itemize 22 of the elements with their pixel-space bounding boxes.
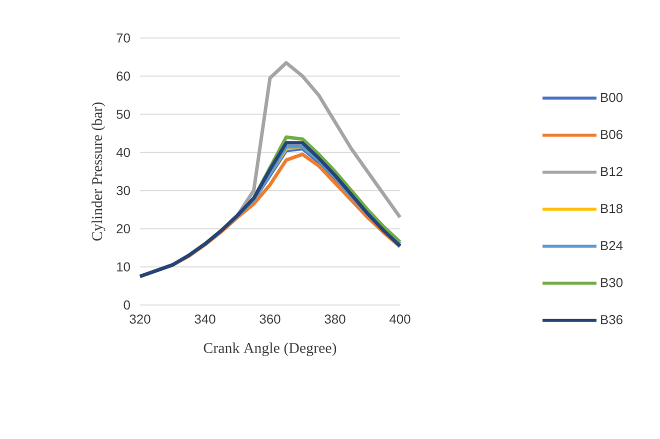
x-tick-label: 340 — [194, 314, 216, 324]
y-tick-label: 20 — [116, 224, 130, 234]
x-tick-label: 360 — [260, 314, 280, 324]
y-tick-label: 10 — [117, 262, 130, 272]
x-tick-label: 380 — [324, 314, 346, 324]
x-tick-label: 400 — [389, 314, 410, 324]
legend-label: B12 — [601, 166, 622, 176]
legend-label: B24 — [601, 241, 623, 250]
legend-label: B30 — [601, 278, 623, 288]
x-axis-title: Crank Angle (Degree) — [204, 342, 336, 356]
y-tick-label: 60 — [116, 72, 130, 81]
legend-label: B00 — [601, 92, 623, 102]
x-tick-label: 320 — [130, 314, 150, 324]
y-tick-label: 0 — [124, 300, 130, 310]
legend-label: B36 — [601, 315, 622, 324]
y-axis-title: Cylinder Pressure (bar) — [92, 102, 106, 241]
y-tick-label: 50 — [116, 110, 130, 119]
y-tick-label: 30 — [116, 186, 130, 196]
y-tick-label: 40 — [116, 148, 130, 158]
y-tick-label: 70 — [116, 33, 130, 43]
legend-label: B06 — [601, 130, 622, 140]
legend-label: B18 — [601, 204, 622, 214]
